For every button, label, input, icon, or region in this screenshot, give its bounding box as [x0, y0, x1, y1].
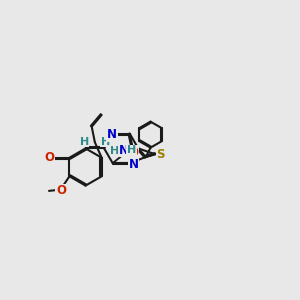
- Text: N: N: [128, 158, 138, 171]
- Text: H: H: [80, 136, 89, 147]
- Text: H: H: [127, 145, 136, 155]
- Text: O: O: [44, 151, 54, 164]
- Text: N: N: [119, 144, 129, 157]
- Text: N: N: [107, 128, 117, 141]
- Text: H: H: [110, 146, 120, 156]
- Text: H: H: [101, 136, 110, 147]
- Text: S: S: [156, 148, 165, 161]
- Text: O: O: [56, 184, 66, 197]
- Text: O: O: [128, 146, 138, 159]
